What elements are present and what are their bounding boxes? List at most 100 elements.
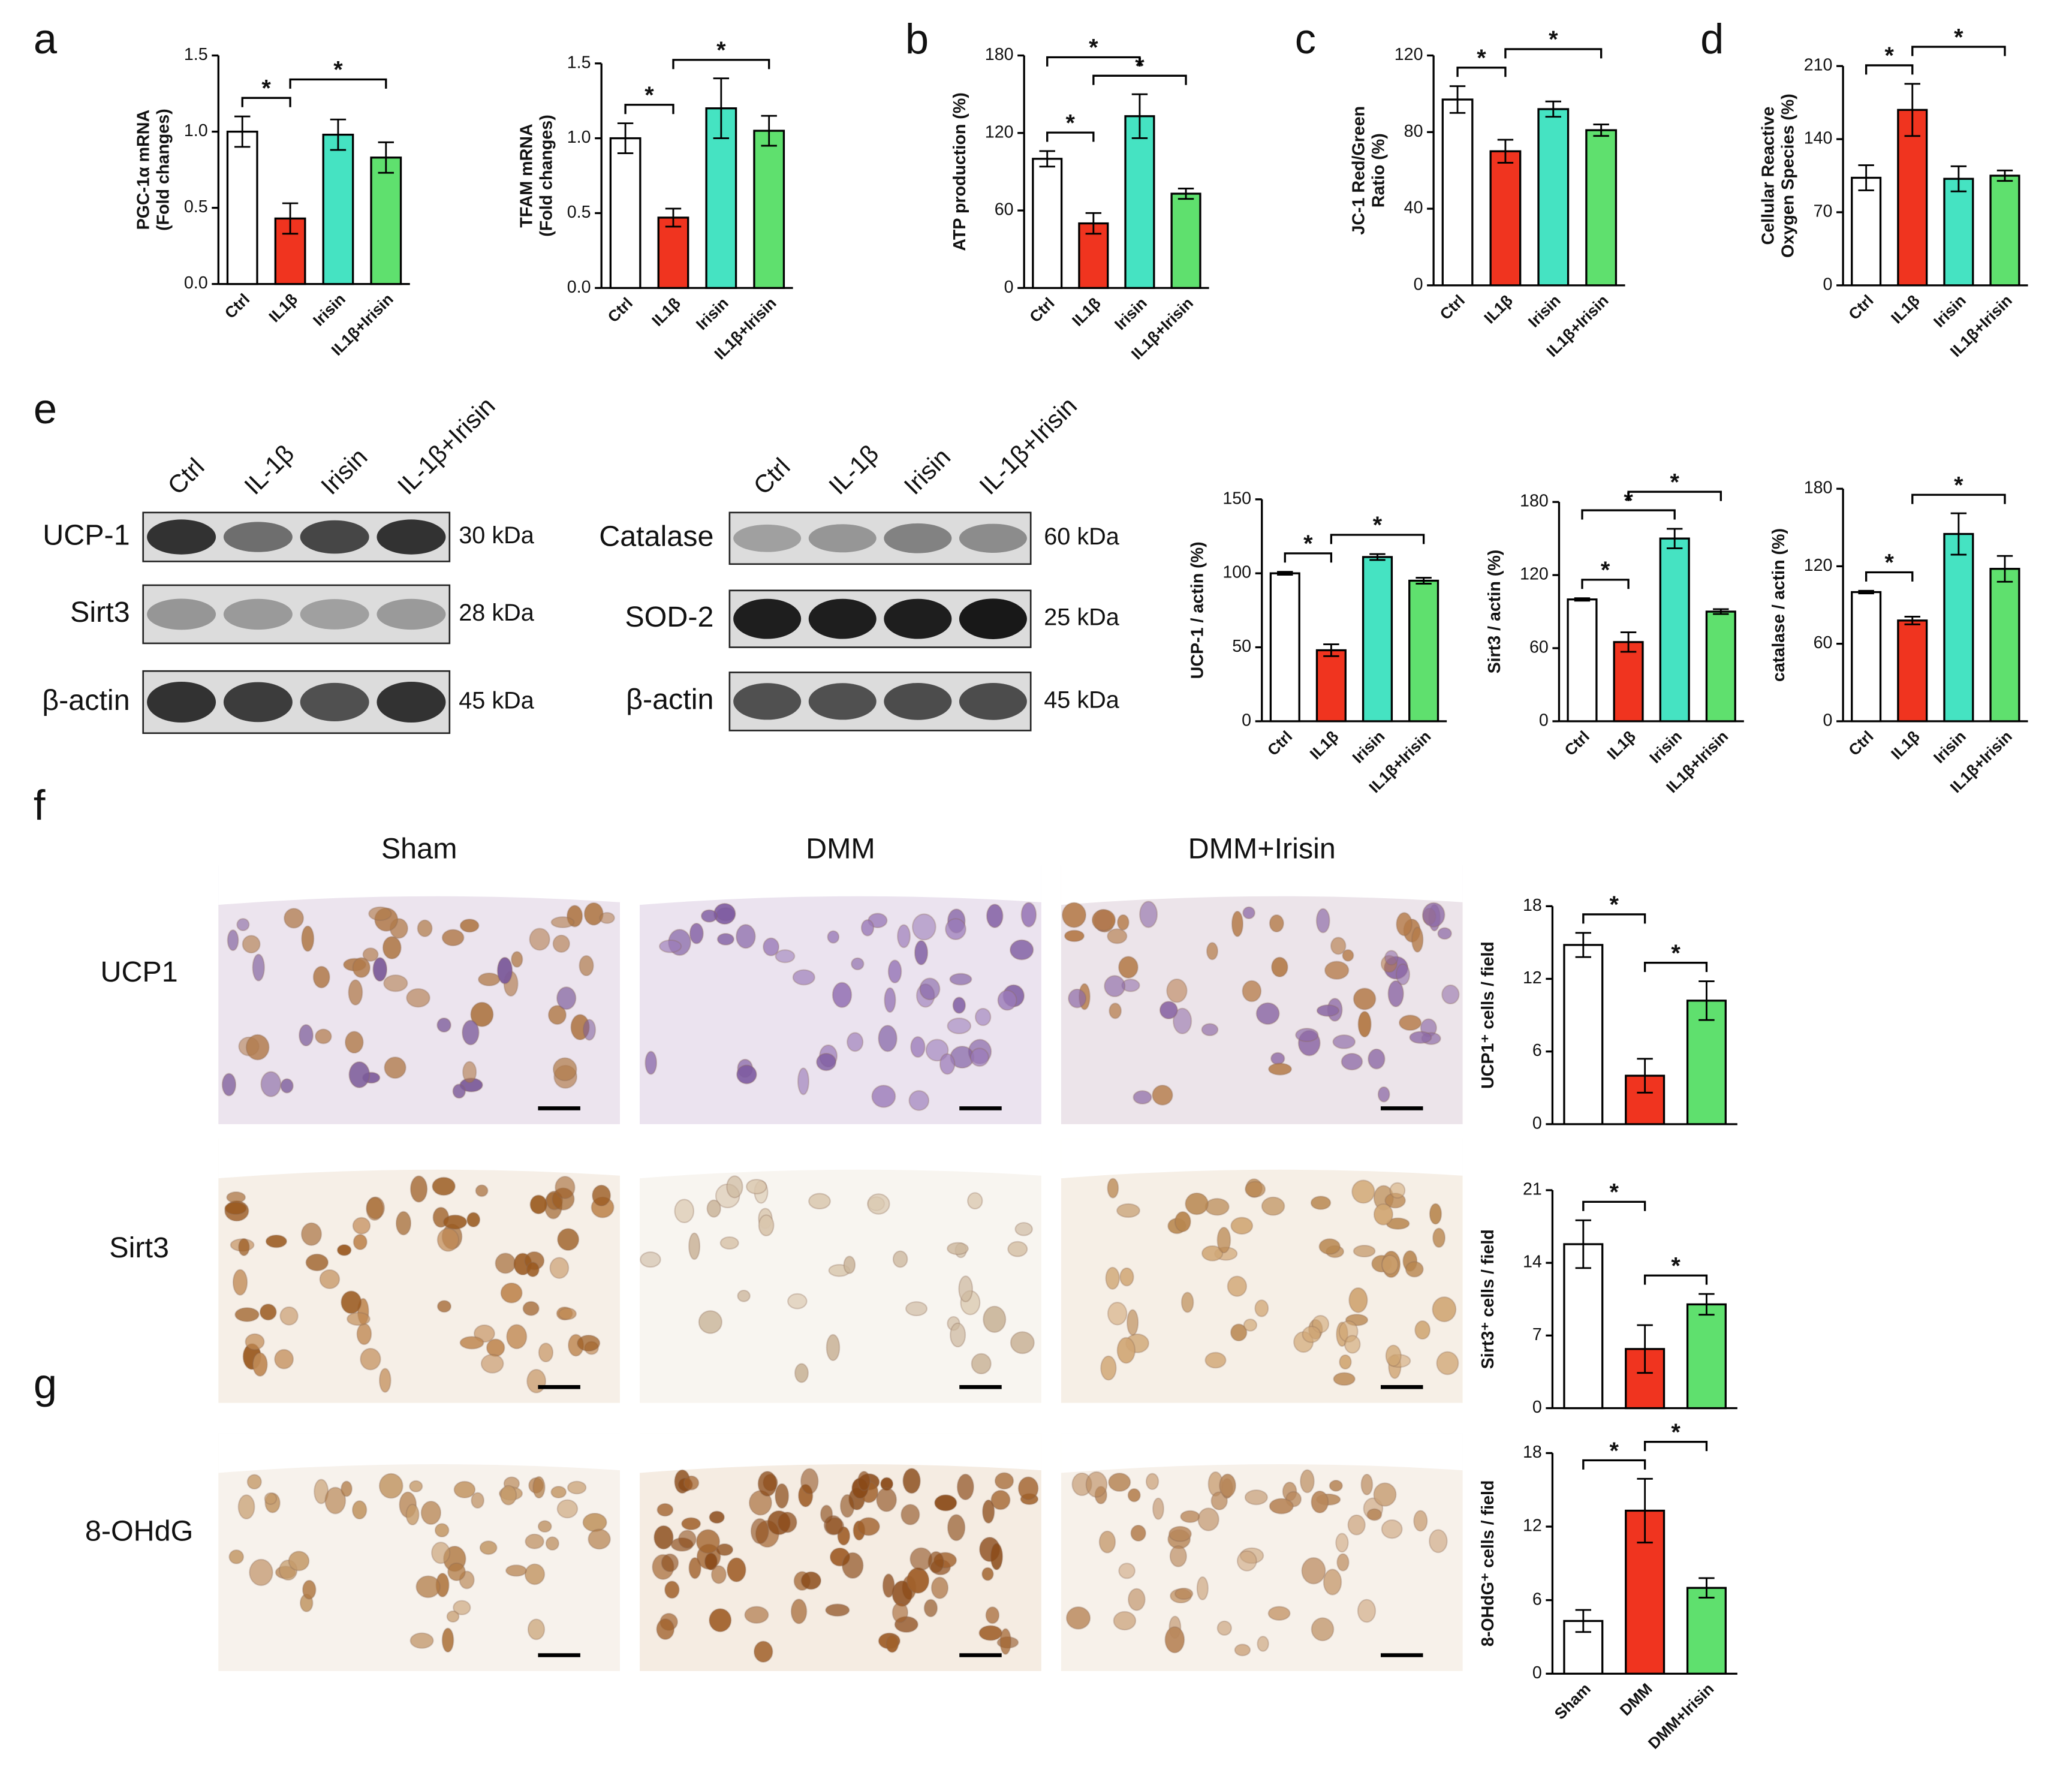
cell — [750, 1518, 769, 1545]
cell — [236, 918, 250, 932]
blot-band — [808, 524, 877, 553]
blot-band — [223, 522, 293, 552]
cell — [947, 1018, 972, 1034]
cell — [288, 1551, 310, 1572]
cell — [737, 1289, 751, 1302]
x-tick-label: DMM — [1616, 1679, 1656, 1719]
significance-bracket — [1581, 509, 1676, 520]
cell — [885, 1634, 899, 1653]
cell — [353, 1233, 368, 1250]
cell — [324, 1486, 347, 1515]
y-axis-label: JC-1 Red/Green — [1349, 106, 1368, 235]
cell — [736, 924, 756, 949]
x-tick-label: Ctrl — [1264, 727, 1296, 759]
cell — [538, 1342, 554, 1363]
cell — [1373, 1482, 1397, 1507]
cell — [547, 1005, 567, 1025]
cell — [409, 1175, 428, 1203]
cell — [245, 1333, 265, 1350]
tissue-surface — [640, 1433, 1041, 1473]
y-tick-label: 0 — [1532, 1398, 1542, 1417]
cell — [1166, 978, 1188, 1003]
cell — [552, 1057, 577, 1082]
cell — [378, 1473, 403, 1499]
y-axis-label: Ratio (%) — [1369, 133, 1388, 207]
cell — [505, 1564, 528, 1577]
bar — [1851, 591, 1882, 723]
cell — [1441, 984, 1460, 1005]
y-tick-label: 0 — [1004, 278, 1014, 297]
cell — [409, 1480, 423, 1493]
cell — [792, 969, 815, 986]
cell — [994, 1472, 1014, 1490]
cell — [800, 1571, 822, 1590]
y-tick-label: 50 — [1232, 637, 1251, 656]
cell — [905, 1301, 928, 1317]
bar — [322, 134, 354, 285]
x-tick-label: Ctrl — [1845, 291, 1877, 323]
cell — [1318, 1238, 1341, 1255]
cell — [1230, 1323, 1248, 1342]
significance-label: * — [333, 57, 343, 83]
cell — [716, 932, 735, 946]
cell — [246, 1474, 262, 1490]
cell — [909, 1547, 933, 1571]
y-axis-label: TFAM mRNA — [517, 124, 536, 227]
cell — [1385, 1344, 1402, 1367]
cell — [434, 1523, 450, 1538]
blot-band — [884, 598, 952, 639]
cell — [777, 1511, 797, 1533]
cell — [478, 972, 501, 986]
cell — [459, 1336, 484, 1350]
blot-size-label: 45 kDa — [459, 687, 535, 714]
x-tick-label: IL1β — [265, 290, 301, 326]
cell — [1341, 1052, 1363, 1071]
cell — [348, 1061, 371, 1088]
significance-bracket — [1627, 490, 1722, 501]
y-axis-label: catalase / actin (%) — [1769, 528, 1788, 682]
blot-band — [377, 519, 446, 555]
cell — [934, 1494, 957, 1512]
panel-label: g — [34, 1360, 57, 1407]
cell — [967, 1192, 983, 1210]
cell — [677, 1530, 697, 1549]
x-tick-label: Irisin — [1930, 727, 1969, 767]
bar — [1170, 192, 1201, 289]
cell — [1336, 1553, 1350, 1572]
cell — [698, 1310, 723, 1334]
y-tick-label: 18 — [1523, 896, 1542, 915]
cell — [549, 1257, 570, 1279]
significance-label: * — [1373, 512, 1383, 538]
cell — [496, 956, 513, 985]
cell — [406, 988, 430, 1008]
cell — [1009, 939, 1034, 961]
x-tick-label: Irisin — [1349, 727, 1389, 767]
blot-band — [223, 682, 293, 723]
cell — [949, 973, 972, 986]
significance-bracket — [289, 78, 387, 89]
y-tick-label: 0 — [1823, 711, 1833, 730]
cell — [715, 1543, 734, 1557]
cell — [462, 1061, 477, 1083]
significance-label: * — [1954, 24, 1963, 50]
cell — [382, 935, 402, 960]
cell — [582, 1019, 597, 1041]
cell — [417, 919, 433, 938]
cell — [264, 1492, 278, 1505]
cell — [579, 955, 594, 977]
significance-label: * — [1549, 26, 1558, 53]
bar — [1563, 944, 1604, 1125]
cell — [1366, 1508, 1383, 1521]
cell — [305, 1253, 329, 1272]
cell — [224, 1202, 248, 1215]
cell — [653, 1525, 674, 1550]
cell — [871, 1085, 896, 1108]
significance-label: * — [1884, 550, 1894, 576]
cell — [947, 1514, 966, 1542]
x-tick-label: IL1β — [648, 294, 684, 330]
cell — [599, 911, 615, 924]
cell — [1310, 1196, 1332, 1211]
cell — [1329, 1479, 1343, 1492]
cell — [689, 922, 704, 944]
cell — [552, 934, 570, 953]
